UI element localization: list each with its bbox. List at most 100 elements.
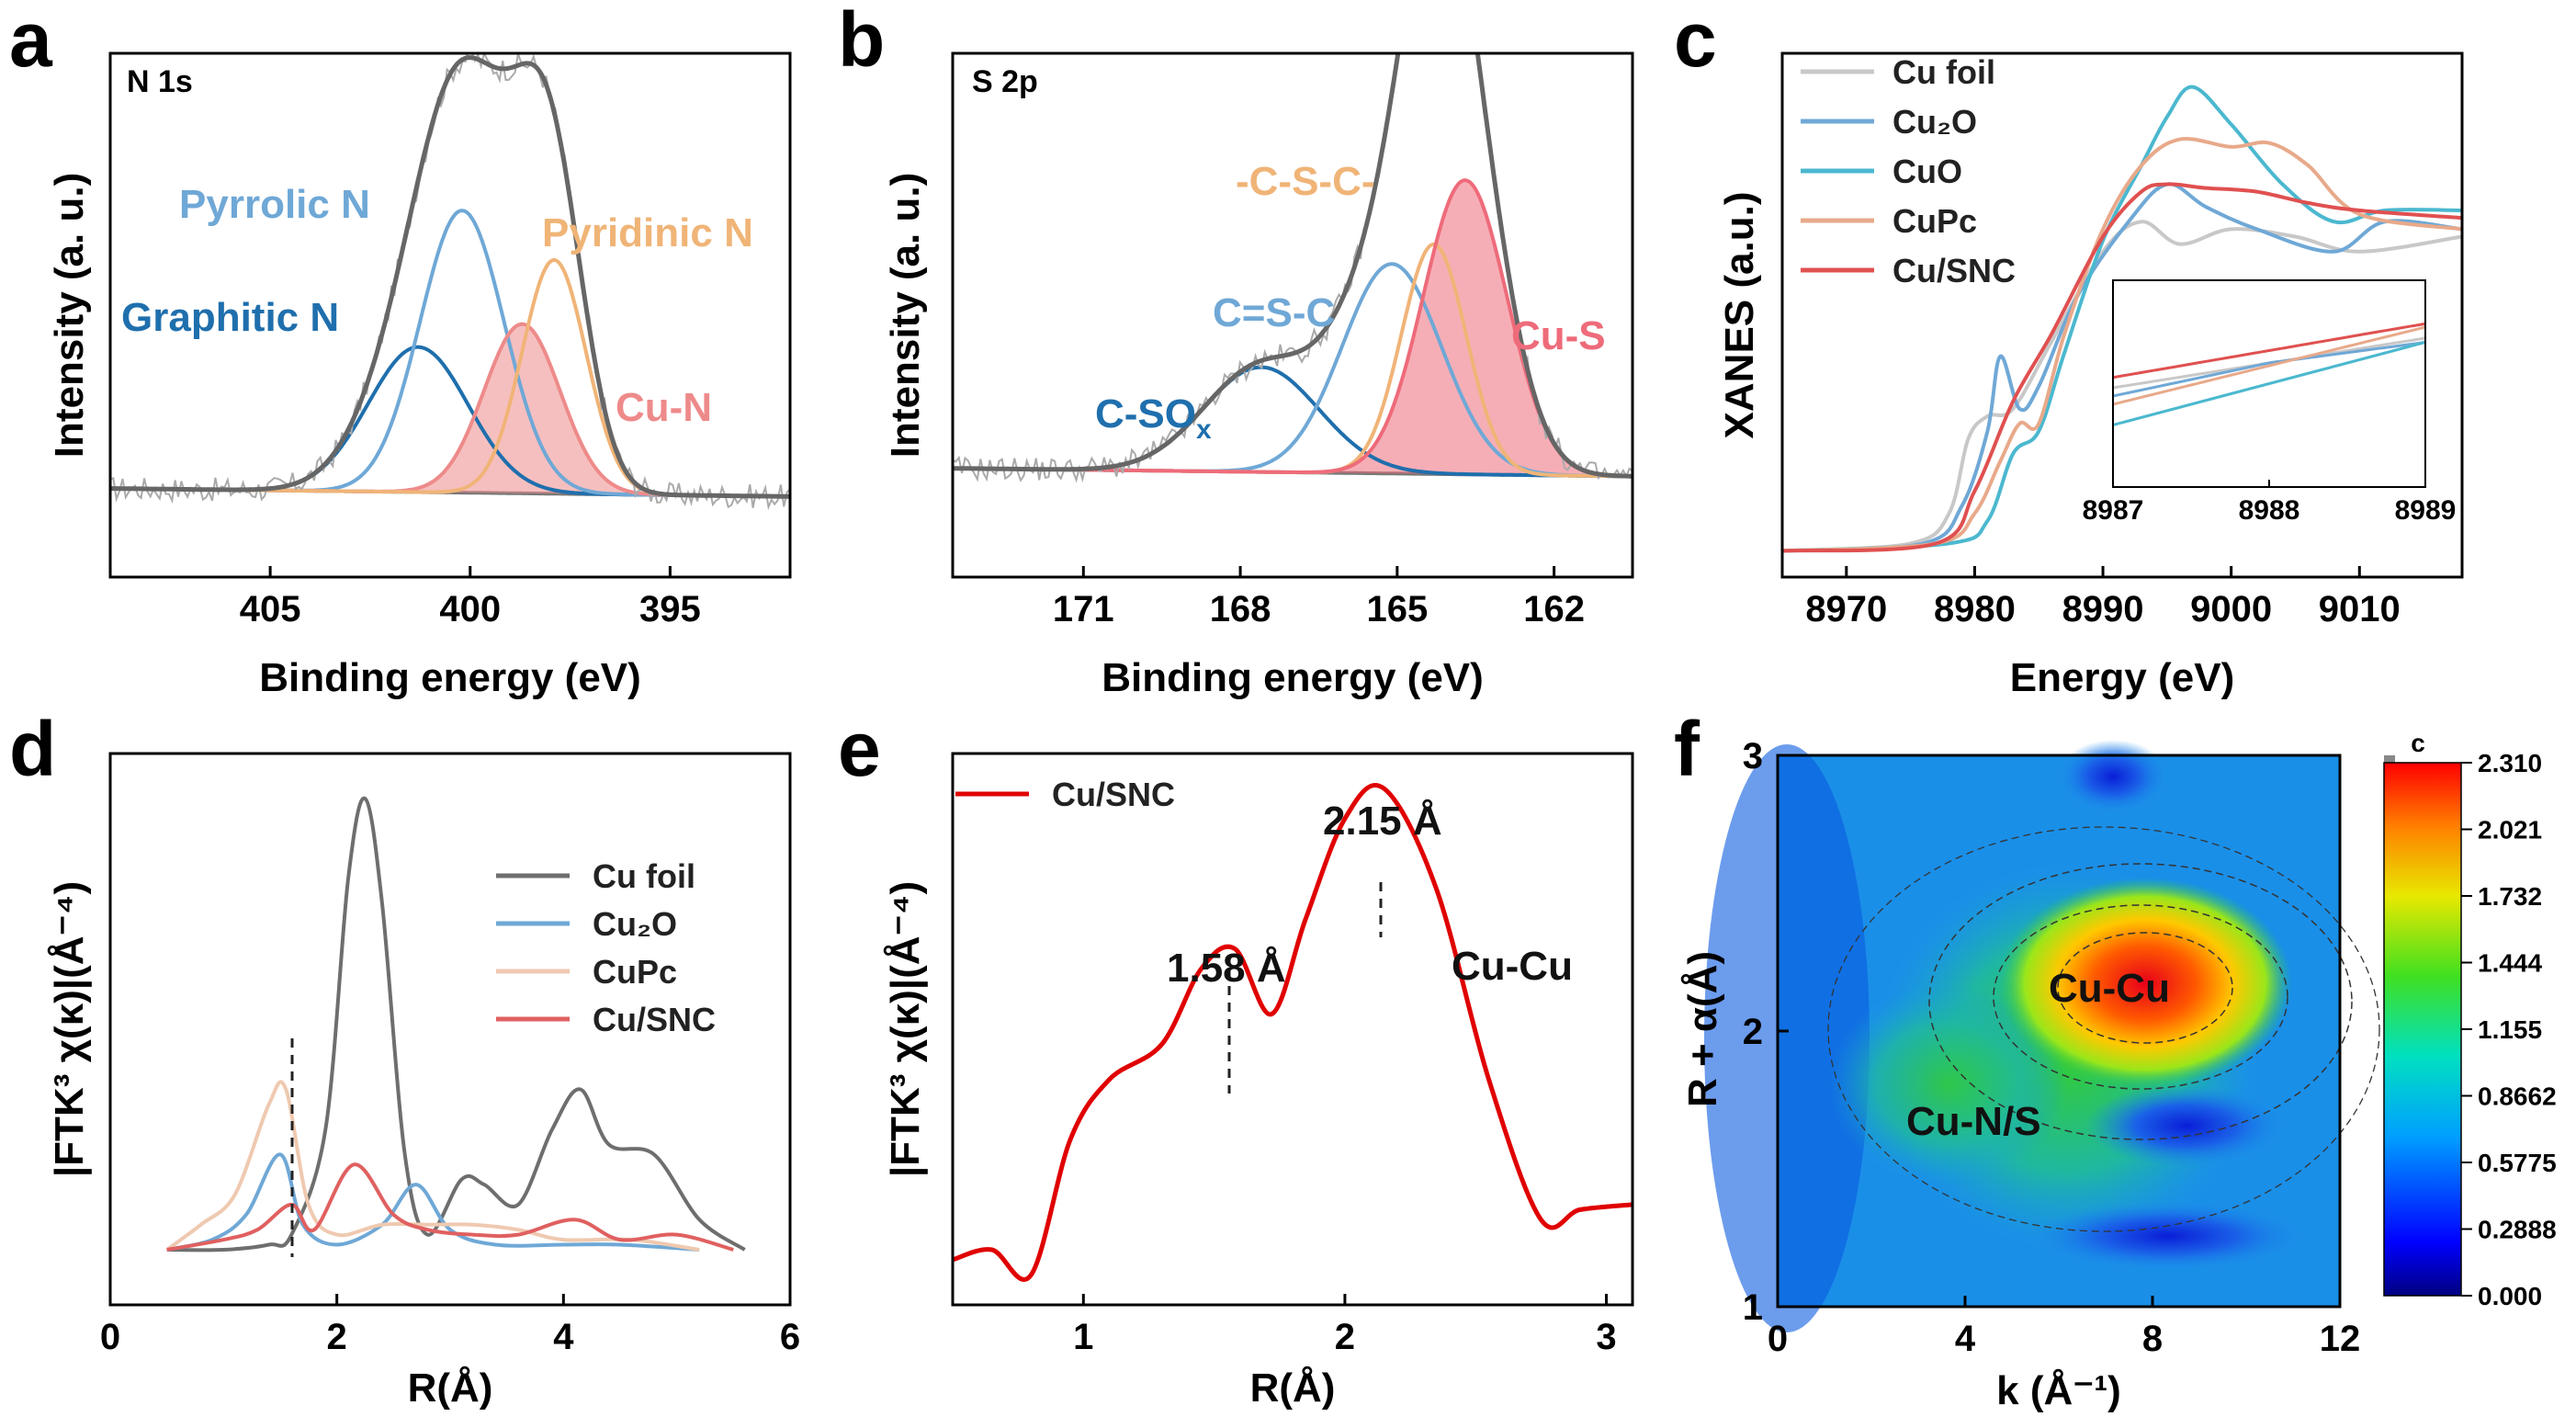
label-heat-cu-ns: Cu-N/S bbox=[1906, 1099, 2041, 1144]
panel-c-legend-label-0: Cu foil bbox=[1892, 53, 1995, 91]
colorbar-tick-label-8: 0.000 bbox=[2478, 1282, 2542, 1310]
colorbar-tick-label-2: 1.732 bbox=[2478, 882, 2542, 911]
panel-d-xtick-label-1: 2 bbox=[327, 1317, 347, 1357]
panel-c-xlabel: Energy (eV) bbox=[2010, 655, 2235, 700]
panel-e-xlabel: R(Å) bbox=[1250, 1366, 1336, 1411]
panel-label-a: a bbox=[9, 0, 53, 83]
panel-a-ylabel: Intensity (a. u.) bbox=[47, 173, 92, 458]
panel-c-series-2 bbox=[1782, 85, 2462, 553]
contour-2 bbox=[1993, 904, 2288, 1090]
panel-e-xtick-label-1: 2 bbox=[1335, 1317, 1355, 1357]
panel-d-legend-label-3: Cu/SNC bbox=[593, 1001, 716, 1038]
heatmap-blue-spot-2 bbox=[2030, 1201, 2306, 1271]
panel-c-xtick-label-1: 8980 bbox=[1934, 589, 2016, 629]
panel-f-ytick-label-0: 1 bbox=[1743, 1287, 1763, 1328]
colorbar-tick-label-3: 1.444 bbox=[2478, 949, 2542, 978]
panel-c-xtick-label-0: 8970 bbox=[1805, 589, 1887, 629]
panel-a-xtick-label-2: 395 bbox=[639, 589, 701, 629]
panel-a-xtick-label-1: 400 bbox=[439, 589, 501, 629]
contour-1 bbox=[1928, 863, 2353, 1140]
panel-d-series-0 bbox=[166, 796, 746, 1252]
panel-c-series-1 bbox=[1782, 182, 2462, 553]
heatmap-blue-spot-1 bbox=[2085, 1084, 2288, 1167]
heatmap-left-band bbox=[1704, 744, 1870, 1332]
panel-f-xtick-label-0: 0 bbox=[1768, 1319, 1788, 1359]
label-c-eq-s-c: C=S-C bbox=[1213, 290, 1335, 335]
colorbar-tick-label-6: 0.5775 bbox=[2478, 1149, 2557, 1177]
panel-c-xtick-label-3: 9000 bbox=[2190, 589, 2272, 629]
panel-label-d: d bbox=[9, 706, 56, 792]
panel-e-frame bbox=[951, 752, 1634, 1307]
panel-d-series-2 bbox=[165, 1080, 700, 1252]
label-graphitic-n: Graphitic N bbox=[121, 295, 339, 340]
panel-c-inset-xtick-label-1: 8988 bbox=[2239, 495, 2300, 526]
panel-b-xtick-label-2: 165 bbox=[1366, 589, 1428, 629]
heatmap bbox=[1704, 740, 2380, 1332]
panel-label-c: c bbox=[1674, 0, 1717, 83]
panel-c-legend-label-1: Cu₂O bbox=[1892, 103, 1977, 141]
colorbar-tick-label-5: 0.8662 bbox=[2478, 1082, 2557, 1111]
colorbar-tick-label-7: 0.2888 bbox=[2478, 1216, 2557, 1244]
panel-c-series-4 bbox=[1782, 182, 2462, 553]
panel-d-legend-label-0: Cu foil bbox=[593, 857, 695, 895]
label-c-sox: C-SOx bbox=[1095, 391, 1212, 445]
panel-b-xtick-label-3: 162 bbox=[1523, 589, 1585, 629]
panel-d-ylabel: |FTK³ χ(κ)|(Å⁻⁴) bbox=[47, 881, 93, 1177]
panel-label-f: f bbox=[1674, 706, 1700, 792]
panel-f-xtick-label-3: 12 bbox=[2320, 1319, 2361, 1359]
colorbar-tick-label-0: 2.310 bbox=[2478, 749, 2542, 777]
panel-a-frame bbox=[108, 51, 792, 579]
annotation-158: 1.58 Å bbox=[1167, 946, 1286, 991]
panel-c-inset-xtick-label-0: 8987 bbox=[2083, 495, 2144, 526]
panel-c-inset: 8987 8988 8989 bbox=[2083, 279, 2456, 526]
colorbar-title: c bbox=[2411, 729, 2425, 757]
annotation-cu-cu: Cu-Cu bbox=[1452, 944, 1573, 989]
panel-d-xtick-label-0: 0 bbox=[100, 1317, 120, 1357]
panel-f-ytick-label-1: 2 bbox=[1743, 1012, 1763, 1052]
panel-d-xtick-label-2: 4 bbox=[553, 1317, 574, 1357]
panel-c-ylabel: XANES (a.u.) bbox=[1717, 192, 1762, 439]
panel-c-xtick-label-2: 8990 bbox=[2062, 589, 2144, 629]
panel-label-b: b bbox=[838, 0, 885, 83]
panel-f-xtick-label-1: 4 bbox=[1955, 1319, 1976, 1359]
panel-e: 1 2 3 Cu/SNC 2.15 Å 1.58 Å Cu-Cu R(Å) |FTK… bbox=[883, 752, 1634, 1411]
panel-e-xtick-label-2: 3 bbox=[1596, 1317, 1616, 1357]
colorbar-gradient bbox=[2383, 762, 2462, 1297]
panel-e-xtick-label-0: 1 bbox=[1073, 1317, 1093, 1357]
panel-c-legend-label-4: Cu/SNC bbox=[1892, 252, 2016, 289]
label-csc: -C-S-C- bbox=[1236, 159, 1375, 204]
panel-c-legend-label-2: CuO bbox=[1892, 153, 1962, 190]
panel-d-xlabel: R(Å) bbox=[408, 1366, 493, 1411]
panel-c: 8970 8980 8990 9000 9010 Cu foil Cu₂O CuO CuPc C… bbox=[1717, 51, 2464, 700]
panel-e-series-0 bbox=[953, 783, 1633, 1282]
panel-c-inset-series-1 bbox=[2113, 341, 2425, 398]
panel-d-frame bbox=[108, 752, 792, 1307]
panel-a: 405 400 395 N 1s Pyrrolic N Pyridinic N Gr… bbox=[47, 51, 792, 700]
panel-f-xlabel: k (Å⁻¹) bbox=[1996, 1368, 2121, 1413]
panel-f-ytick-label-2: 3 bbox=[1743, 736, 1763, 776]
panel-b-subtitle: S 2p bbox=[972, 64, 1038, 99]
heatmap-hotspot bbox=[1998, 878, 2292, 1089]
colorbar-tick-label-4: 1.155 bbox=[2478, 1015, 2542, 1044]
panel-b-xtick-label-1: 168 bbox=[1210, 589, 1271, 629]
panel-b-envelope bbox=[953, 53, 1633, 479]
panel-e-ylabel: |FTK³ χ(κ)|(Å⁻⁴) bbox=[883, 881, 929, 1177]
label-pyrrolic-n: Pyrrolic N bbox=[179, 182, 370, 227]
contour-4 bbox=[1827, 826, 2380, 1232]
panel-c-frame bbox=[1780, 51, 2464, 579]
label-cu-s: Cu-S bbox=[1511, 313, 1606, 358]
panel-c-inset-series-3 bbox=[2113, 325, 2425, 406]
panel-label-e: e bbox=[838, 706, 881, 792]
panel-e-legend-label: Cu/SNC bbox=[1052, 776, 1175, 813]
panel-d-series-3 bbox=[166, 1162, 734, 1252]
panel-b-ylabel: Intensity (a. u.) bbox=[883, 173, 928, 458]
panel-d-xtick-label-3: 6 bbox=[780, 1317, 800, 1357]
panel-b-xtick-label-0: 171 bbox=[1053, 589, 1114, 629]
label-cu-n: Cu-N bbox=[616, 385, 712, 430]
panel-a-xlabel: Binding energy (eV) bbox=[259, 655, 641, 700]
colorbar: c 2.310 2.021 1.732 1.444 1.155 0.8662 0.5775 0… bbox=[2383, 729, 2557, 1310]
label-heat-cu-cu: Cu-Cu bbox=[2049, 966, 2170, 1011]
panel-c-legend-label-3: CuPc bbox=[1892, 202, 1977, 240]
